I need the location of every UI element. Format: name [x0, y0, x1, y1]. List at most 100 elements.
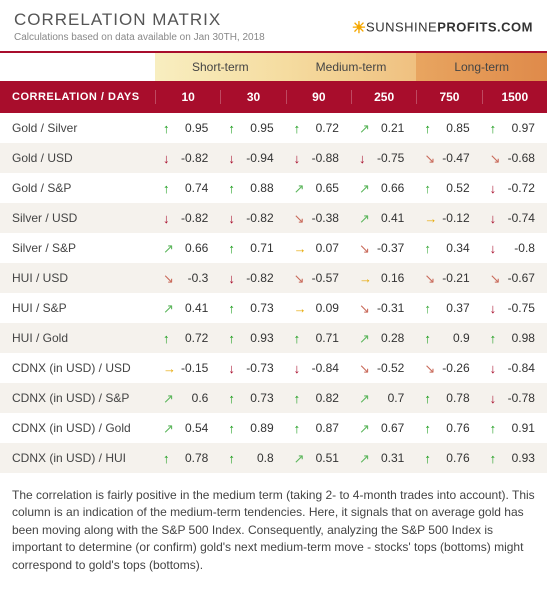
- cell-value: 0.76: [446, 451, 469, 465]
- data-cell: ↘-0.57: [286, 271, 351, 285]
- trend-arrow-icon: ↑: [163, 332, 170, 345]
- cell-value: 0.72: [316, 121, 339, 135]
- trend-arrow-icon: ↑: [424, 302, 431, 315]
- day-col-1: 30: [220, 90, 285, 104]
- cell-value: -0.26: [442, 361, 469, 375]
- data-cell: ↑ 0.98: [482, 331, 547, 345]
- cell-value: -0.78: [508, 391, 535, 405]
- cell-value: 0.71: [316, 331, 339, 345]
- data-cell: ↑0.97: [482, 121, 547, 135]
- row-label: Gold / Silver: [0, 121, 155, 135]
- term-header-row: Short-term Medium-term Long-term: [0, 53, 547, 81]
- cell-value: 0.95: [250, 121, 273, 135]
- table-row: Silver / S&P↗0.66↑0.71→0.07↘-0.37↑0.34↓-…: [0, 233, 547, 263]
- trend-arrow-icon: ↑: [163, 452, 170, 465]
- trend-arrow-icon: →: [424, 212, 437, 225]
- data-cell: ↓-0.74: [482, 211, 547, 225]
- data-cell: ↑0.52: [416, 181, 481, 195]
- data-cell: →0.07: [286, 241, 351, 255]
- data-cell: ↗0.7: [351, 391, 416, 405]
- table-row: Gold / USD↓-0.82↓-0.94↓-0.88↓-0.75↘-0.47…: [0, 143, 547, 173]
- trend-arrow-icon: ↓: [490, 302, 497, 315]
- data-cell: ↑0.72: [155, 331, 220, 345]
- table-row: CDNX (in USD) / Gold↗0.54↑0.89↑0.87↗0.67…: [0, 413, 547, 443]
- logo-text-2: PROFITS.COM: [437, 19, 533, 34]
- data-cell: ↗0.28: [351, 331, 416, 345]
- cell-value: -0.94: [246, 151, 273, 165]
- trend-arrow-icon: ↑: [490, 332, 497, 345]
- cell-value: 0.98: [512, 331, 535, 345]
- trend-arrow-icon: ↑: [228, 302, 235, 315]
- cell-value: -0.82: [246, 271, 273, 285]
- row-label: CDNX (in USD) / HUI: [0, 451, 155, 465]
- trend-arrow-icon: ↑: [424, 452, 431, 465]
- cell-value: 0.89: [250, 421, 273, 435]
- cell-value: -0.82: [246, 211, 273, 225]
- table-row: Gold / Silver↑0.95↑0.95↑0.72↗0.21↑0.85↑0…: [0, 113, 547, 143]
- data-cell: ↗0.67: [351, 421, 416, 435]
- trend-arrow-icon: ↘: [490, 152, 501, 165]
- cell-value: -0.52: [377, 361, 404, 375]
- cell-value: 0.51: [316, 451, 339, 465]
- cell-value: 0.66: [381, 181, 404, 195]
- trend-arrow-icon: ↗: [359, 122, 370, 135]
- trend-arrow-icon: ↑: [228, 242, 235, 255]
- trend-arrow-icon: ↑: [490, 452, 497, 465]
- data-cell: ↗ 0.51: [286, 451, 351, 465]
- data-cell: ↘-0.21: [416, 271, 481, 285]
- cell-value: -0.82: [181, 151, 208, 165]
- header-left: CORRELATION MATRIX Calculations based on…: [14, 10, 265, 43]
- data-cell: ↑0.71: [220, 241, 285, 255]
- trend-arrow-icon: ↗: [359, 392, 370, 405]
- cell-value: 0.16: [381, 271, 404, 285]
- data-cell: ↓-0.78: [482, 391, 547, 405]
- data-cell: →-0.15: [155, 361, 220, 375]
- trend-arrow-icon: ↘: [359, 242, 370, 255]
- cell-value: 0.67: [381, 421, 404, 435]
- data-cell: ↗0.41: [351, 211, 416, 225]
- trend-arrow-icon: ↗: [359, 452, 370, 465]
- cell-value: 0.85: [446, 121, 469, 135]
- trend-arrow-icon: ↑: [294, 332, 301, 345]
- cell-value: -0.88: [312, 151, 339, 165]
- table-row: HUI / Gold↑0.72↑0.93↑0.71↗0.28↑0.9↑0.98: [0, 323, 547, 353]
- trend-arrow-icon: ↗: [163, 302, 174, 315]
- data-cell: ↑0.93: [220, 331, 285, 345]
- cell-value: 0.28: [381, 331, 404, 345]
- table-row: CDNX (in USD) / S&P↗0.6↑0.73↑0.82↗0.7↑0.…: [0, 383, 547, 413]
- trend-arrow-icon: ↑: [294, 122, 301, 135]
- trend-arrow-icon: ↗: [163, 242, 174, 255]
- day-col-0: 10: [155, 90, 220, 104]
- trend-arrow-icon: ↓: [228, 152, 235, 165]
- data-cell: ↑0.93: [482, 451, 547, 465]
- row-label: HUI / S&P: [0, 301, 155, 315]
- data-cell: ↑0.89: [220, 421, 285, 435]
- cell-value: -0.12: [442, 211, 469, 225]
- day-col-2: 90: [286, 90, 351, 104]
- data-cell: ↗0.21: [351, 121, 416, 135]
- data-cell: ↘-0.68: [482, 151, 547, 165]
- trend-arrow-icon: ↑: [163, 122, 170, 135]
- cell-value: -0.67: [508, 271, 535, 285]
- cell-value: 0.9: [453, 331, 470, 345]
- table-row: CDNX (in USD) / HUI↑0.78↑0.8↗0.51↗0.31↑0…: [0, 443, 547, 473]
- trend-arrow-icon: ↗: [294, 452, 305, 465]
- trend-arrow-icon: ↓: [228, 362, 235, 375]
- data-cell: ↓-0.73: [220, 361, 285, 375]
- table-row: HUI / USD↘-0.3↓-0.82↘-0.57→0.16↘-0.21↘-0…: [0, 263, 547, 293]
- column-header-row: CORRELATION / DAYS 10 30 90 250 750 1500: [0, 81, 547, 113]
- data-cell: ↗0.41: [155, 301, 220, 315]
- cell-value: 0.87: [316, 421, 339, 435]
- trend-arrow-icon: ↓: [294, 362, 301, 375]
- data-cell: ↘-0.47: [416, 151, 481, 165]
- cell-value: -0.37: [377, 241, 404, 255]
- cell-value: 0.73: [250, 301, 273, 315]
- cell-value: -0.75: [377, 151, 404, 165]
- data-cell: ↗0.66: [351, 181, 416, 195]
- data-cell: ↑0.87: [286, 421, 351, 435]
- trend-arrow-icon: ↑: [294, 392, 301, 405]
- data-cell: ↑0.85: [416, 121, 481, 135]
- cell-value: -0.75: [508, 301, 535, 315]
- trend-arrow-icon: ↑: [424, 392, 431, 405]
- data-cell: ↑0.91: [482, 421, 547, 435]
